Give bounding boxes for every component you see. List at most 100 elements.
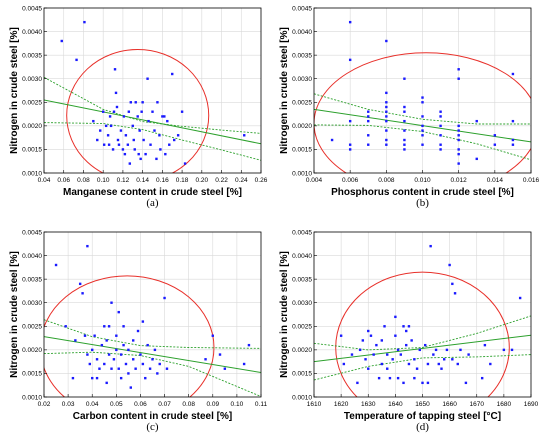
y-tick-label: 0.0035 [22,52,42,59]
confidence-band-upper [44,319,261,349]
data-point [158,134,161,137]
x-tick-label: 0.16 [156,177,169,184]
data-point [457,124,460,128]
y-tick-label: 0.0010 [292,394,312,401]
data-point [116,138,120,142]
data-point [429,244,432,248]
data-point [421,134,424,137]
confidence-band-upper [314,315,531,351]
data-point [493,143,497,146]
data-point [403,110,406,113]
data-point [510,348,514,352]
data-point [54,263,58,267]
data-point [475,157,478,161]
data-point [475,119,478,123]
data-point [385,115,388,118]
data-point [385,105,388,109]
data-point [123,152,127,156]
data-point [358,348,362,352]
x-axis-title: Manganese content in crude steel [%] [63,187,242,198]
data-point [385,110,388,113]
x-tick-label: 0.03 [62,401,75,408]
data-point [99,129,102,132]
data-point [83,20,86,24]
data-point [502,348,506,352]
data-point [511,72,515,76]
data-point [402,325,405,328]
data-point [110,301,113,304]
y-tick-label: 0.0010 [22,394,42,401]
data-point [86,244,89,248]
data-point [122,325,125,328]
data-point [242,362,246,366]
y-tick-label: 0.0010 [22,170,42,177]
data-point [166,119,169,123]
data-point [426,362,430,366]
data-point [132,138,135,142]
data-point [110,367,113,370]
x-tick-label: 1630 [361,401,376,408]
data-point [141,320,145,323]
data-point [385,143,388,146]
data-point [421,143,424,146]
data-point [93,334,96,337]
data-point [348,143,352,146]
y-axis-title: Nitrogen in crude steel [%] [279,251,290,378]
data-point [457,129,460,132]
x-tick-label: 0.016 [523,177,540,184]
x-tick-label: 1610 [307,401,322,408]
x-tick-label: 0.20 [195,177,208,184]
data-point [132,339,135,342]
data-point [403,119,406,123]
confidence-band-lower [314,354,531,381]
data-point [155,157,158,161]
data-point [144,152,147,156]
data-point [483,343,487,347]
data-point [424,343,427,347]
data-point [71,376,75,380]
x-tick-label: 0.14 [136,177,149,184]
data-point [163,115,166,118]
data-point [111,148,115,151]
x-tick-label: 0.06 [57,177,70,184]
data-point [127,348,130,352]
plot-frame [43,231,262,398]
data-point [453,292,457,295]
data-point [121,148,125,151]
y-tick-label: 0.0045 [22,5,42,12]
y-tick-label: 0.0015 [22,147,42,154]
data-point [330,138,334,142]
data-point [81,292,84,295]
data-point [405,329,408,333]
data-point [141,362,145,366]
data-point [114,91,118,95]
data-point [168,143,171,146]
data-point [451,358,454,361]
data-point [377,376,381,380]
data-point [375,343,378,347]
data-point [95,376,99,380]
y-tick-label: 0.0025 [22,324,42,331]
plot-content [44,20,261,173]
data-point [151,358,154,361]
confidence-band-lower [44,351,261,397]
data-point [356,381,359,385]
x-tick-label: 0.012 [451,177,468,184]
x-tick-label: 0.10 [231,401,244,408]
panels-group: 0.04 0.06 0.08 0.10 0.12 0.14 0.16 0.18 0.20 0.22… [9,5,540,433]
x-tick-label: 0.07 [158,401,171,408]
data-point [457,162,460,165]
data-point [115,105,119,109]
y-tick-label: 0.0030 [22,300,42,307]
data-point [146,77,149,80]
data-point [385,119,388,123]
data-point [457,68,460,71]
data-point [421,115,424,118]
regression-line [44,336,261,373]
data-point [380,362,384,366]
chart-panel-4: 1610 1620 1630 1640 1650 1660 1670 1680 1690 0.00… [279,229,539,433]
data-point [107,325,111,328]
data-point [439,143,442,146]
x-tick-label: 0.04 [38,177,51,184]
data-point [148,367,152,370]
